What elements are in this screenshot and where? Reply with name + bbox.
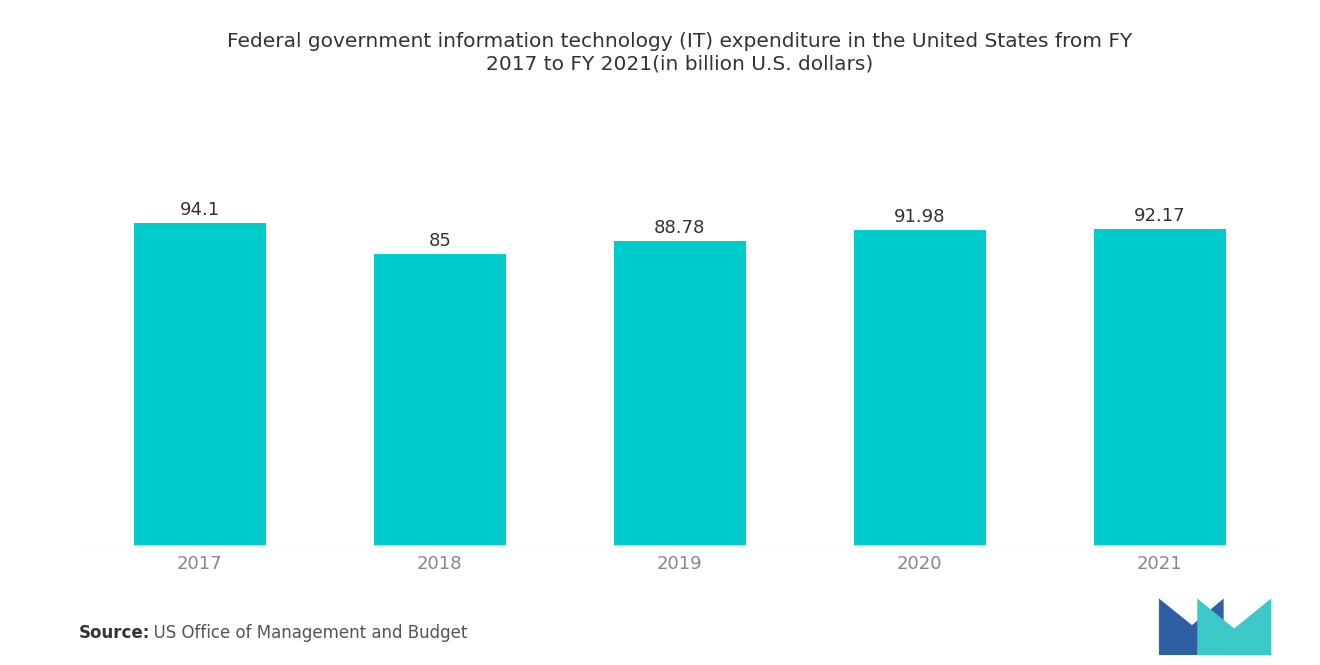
Polygon shape bbox=[1197, 598, 1271, 655]
Text: 92.17: 92.17 bbox=[1134, 207, 1185, 225]
Text: 88.78: 88.78 bbox=[655, 219, 705, 237]
Text: US Office of Management and Budget: US Office of Management and Budget bbox=[143, 624, 467, 642]
Bar bbox=[1094, 229, 1226, 545]
Bar bbox=[374, 254, 506, 545]
Text: 85: 85 bbox=[429, 232, 451, 250]
Text: 91.98: 91.98 bbox=[894, 208, 945, 226]
Polygon shape bbox=[1159, 598, 1224, 655]
Bar bbox=[854, 230, 986, 545]
Text: Source:: Source: bbox=[79, 624, 150, 642]
Text: 94.1: 94.1 bbox=[180, 201, 220, 219]
Title: Federal government information technology (IT) expenditure in the United States : Federal government information technolog… bbox=[227, 32, 1133, 73]
Bar bbox=[614, 241, 746, 545]
Bar bbox=[133, 223, 265, 545]
